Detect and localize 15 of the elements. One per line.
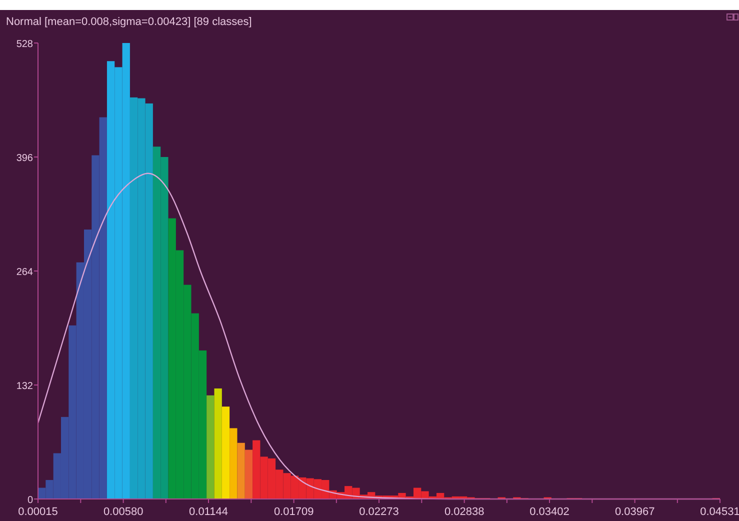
x-tick-label: 0.03967 (614, 506, 655, 518)
y-tick-label: 132 (16, 381, 34, 392)
x-tick-label: 0.00015 (18, 506, 58, 518)
x-tick-label: 0.01144 (189, 506, 228, 518)
y-tick-label: 528 (16, 39, 34, 50)
y-tick-label: 396 (16, 153, 34, 164)
y-tick-label: 264 (16, 267, 34, 278)
chart-title: Normal [mean=0.008,sigma=0.00423] [89 classes] (6, 16, 252, 28)
x-tick-label: 0.01709 (274, 506, 314, 518)
x-tick-label: 0.04531 (700, 506, 739, 518)
x-tick-label: 0.03402 (530, 506, 570, 518)
y-tick-label: 0 (27, 495, 34, 506)
x-tick-label: 0.00580 (103, 506, 144, 518)
x-tick-label: 0.02838 (444, 506, 484, 518)
x-tick-label: 0.02273 (359, 506, 399, 518)
